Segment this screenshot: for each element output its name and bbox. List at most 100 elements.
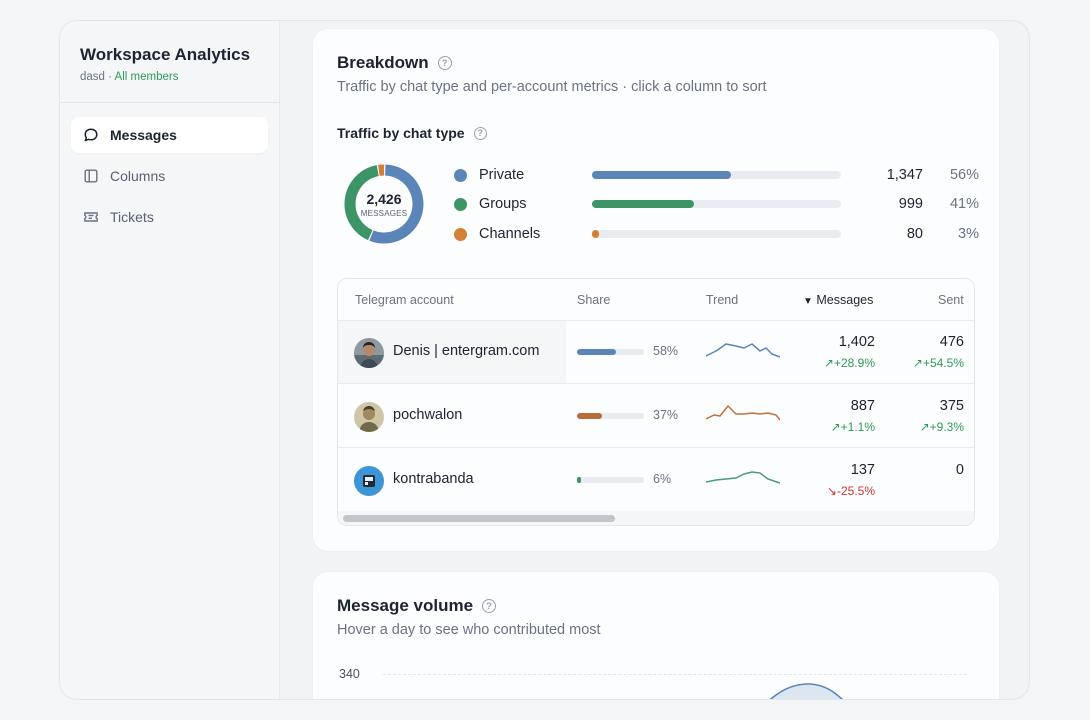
help-icon[interactable]: ? — [482, 599, 497, 613]
legend-dot — [454, 227, 467, 241]
table-row[interactable]: Denis | entergram.com 58% 1,402 ↗+28.9% … — [338, 321, 974, 384]
gridline — [383, 674, 967, 675]
sent-count: 476 — [939, 334, 964, 350]
chat-type-name: Channels — [479, 226, 541, 242]
messages-count: 887 — [850, 398, 875, 414]
column-header-account[interactable]: Telegram account — [355, 293, 454, 307]
sidebar: Workspace Analytics dasd · All members M… — [60, 21, 280, 699]
share-bar-fill — [577, 413, 602, 419]
columns-icon — [84, 169, 98, 183]
message-volume-title: Message volume ? — [337, 596, 497, 616]
sidebar-item-tickets[interactable]: Tickets — [71, 199, 268, 235]
ticket-icon — [84, 212, 98, 222]
column-header-share[interactable]: Share — [577, 293, 611, 307]
chat-type-row-private: Private 1,347 56% — [454, 165, 979, 185]
trend-down-icon: ↘ — [826, 484, 837, 498]
main-content: Breakdown ? Traffic by chat type and per… — [281, 21, 1029, 699]
legend-dot — [454, 197, 467, 211]
legend-dot — [454, 168, 467, 182]
messages-change: ↗+1.1% — [831, 420, 875, 434]
message-volume-title-text: Message volume — [337, 596, 474, 615]
chat-type-title-text: Traffic by chat type — [337, 125, 465, 141]
chat-type-row-groups: Groups 999 41% — [454, 194, 979, 214]
chat-type-bar — [592, 230, 841, 238]
account-name: kontrabanda — [393, 471, 474, 487]
trend-up-icon: ↗ — [912, 356, 923, 370]
message-volume-card: Message volume ? Hover a day to see who … — [312, 571, 1000, 700]
table-horizontal-scrollbar[interactable] — [338, 511, 974, 525]
sidebar-item-messages[interactable]: Messages — [71, 117, 268, 153]
trend-sparkline — [706, 343, 780, 358]
workspace-name: dasd — [80, 71, 105, 83]
chat-type-bar — [592, 200, 841, 208]
help-icon[interactable]: ? — [437, 56, 452, 70]
scope-filter-link[interactable]: All members — [114, 71, 179, 83]
sidebar-item-columns[interactable]: Columns — [71, 158, 268, 194]
accounts-table: Telegram account Share Trend ▼ Messages … — [337, 278, 975, 526]
sort-desc-icon: ▼ — [803, 296, 813, 307]
app-title: Workspace Analytics — [80, 45, 251, 64]
share-bar-fill — [577, 349, 616, 355]
sidebar-nav: Messages Columns Tickets — [60, 103, 279, 235]
table-row[interactable]: kontrabanda 6% 137 ↘-25.5% 0 — [338, 449, 974, 512]
messages-change-value: +1.1% — [840, 420, 875, 434]
chat-type-donut — [344, 164, 424, 244]
sidebar-item-label: Tickets — [110, 209, 154, 225]
chat-type-percent: 41% — [949, 196, 979, 212]
donut-center: 2,426 MESSAGES — [341, 161, 427, 247]
messages-change: ↗+28.9% — [824, 356, 875, 370]
share-percent: 37% — [653, 408, 679, 422]
share-bar — [577, 477, 644, 483]
sidebar-header: Workspace Analytics dasd · All members — [60, 21, 279, 103]
donut-label: MESSAGES — [360, 208, 408, 218]
breakdown-title-text: Breakdown — [337, 53, 429, 72]
chat-type-bar — [592, 171, 841, 179]
scrollbar-thumb[interactable] — [343, 515, 615, 522]
chat-type-row-channels: Channels 80 3% — [454, 224, 979, 244]
scope-separator: · — [108, 71, 112, 83]
chat-type-bar-fill — [592, 171, 732, 179]
donut-slice-groups[interactable] — [344, 165, 380, 241]
workspace-scope: dasd · All members — [80, 71, 279, 83]
share-bar-fill — [577, 477, 582, 483]
chat-type-count: 80 — [906, 226, 923, 242]
trend-up-icon: ↗ — [830, 420, 841, 434]
breakdown-card: Breakdown ? Traffic by chat type and per… — [312, 28, 1000, 552]
column-header-trend[interactable]: Trend — [706, 293, 739, 307]
column-header-messages[interactable]: ▼ Messages — [803, 293, 873, 307]
messages-change: ↘-25.5% — [827, 484, 875, 498]
sent-change-value: +54.5% — [922, 356, 964, 370]
sent-change: ↗+9.3% — [920, 420, 964, 434]
help-icon[interactable]: ? — [473, 126, 487, 140]
chat-type-count: 999 — [898, 196, 923, 212]
sidebar-item-label: Columns — [110, 168, 166, 184]
chat-type-section-title: Traffic by chat type ? — [337, 125, 487, 141]
account-name: Denis | entergram.com — [393, 343, 540, 359]
chat-type-percent: 3% — [958, 226, 979, 242]
y-axis-tick: 340 — [339, 667, 360, 681]
avatar — [354, 466, 384, 496]
avatar — [354, 402, 384, 432]
app-window: Workspace Analytics dasd · All members M… — [59, 20, 1030, 700]
messages-count: 1,402 — [838, 334, 875, 350]
donut-total: 2,426 — [366, 190, 402, 207]
trend-sparkline — [706, 405, 780, 421]
table-row[interactable]: pochwalon 37% 887 ↗+1.1% 375 ↗+9.3% — [338, 385, 974, 448]
donut-slice-private[interactable] — [369, 164, 424, 244]
column-header-sent[interactable]: Sent — [938, 293, 964, 307]
sent-count: 375 — [939, 398, 964, 414]
message-volume-area[interactable] — [383, 662, 967, 700]
chat-type-count: 1,347 — [886, 167, 923, 183]
chat-type-name: Private — [479, 167, 525, 183]
chat-type-percent: 56% — [949, 167, 979, 183]
share-percent: 58% — [653, 344, 679, 358]
sent-count: 0 — [955, 462, 964, 478]
message-volume-subtitle: Hover a day to see who contributed most — [337, 622, 601, 638]
chat-type-bar-fill — [592, 200, 695, 208]
messages-change-value: +28.9% — [833, 356, 875, 370]
share-percent: 6% — [653, 472, 672, 486]
sent-change-value: +9.3% — [929, 420, 964, 434]
chat-type-bar-fill — [592, 230, 600, 238]
messages-change-value: -25.5% — [836, 484, 875, 498]
trend-sparkline — [706, 471, 780, 484]
